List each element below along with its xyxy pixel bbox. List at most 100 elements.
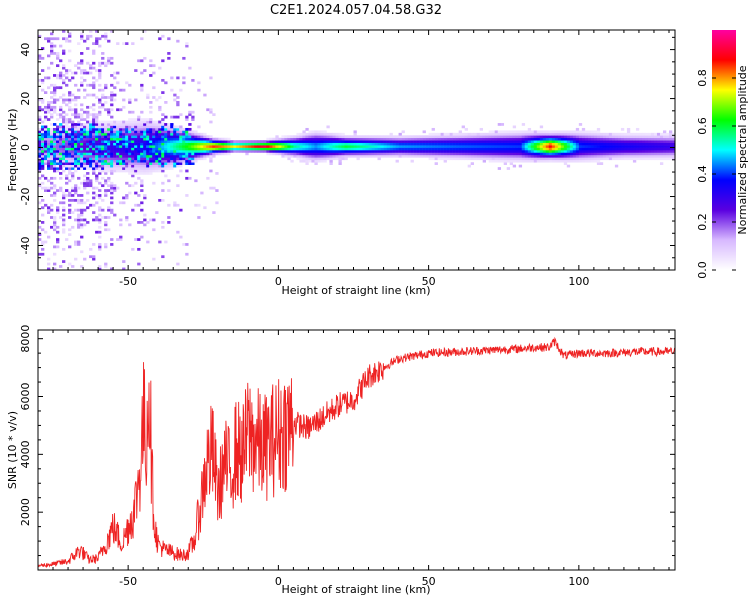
heatmap-cell (503, 147, 508, 151)
heatmap-cell (77, 137, 81, 141)
heatmap-cell (68, 152, 72, 156)
heatmap-cell (443, 152, 447, 156)
heatmap-cell (176, 125, 180, 129)
heatmap-cell (356, 154, 360, 158)
heatmap-cell (128, 191, 132, 195)
heatmap-cell (56, 76, 60, 80)
heatmap-cell (647, 135, 652, 139)
heatmap-cell (95, 115, 99, 119)
heatmap-cell (323, 142, 327, 146)
heatmap-cell (146, 123, 150, 126)
heatmap-cell (137, 176, 141, 180)
heatmap-cell (557, 152, 562, 156)
heatmap-cell (296, 140, 300, 143)
heatmap-cell (449, 147, 453, 151)
heatmap-cell (509, 154, 514, 158)
heatmap-cell (164, 152, 168, 156)
heatmap-cell (140, 86, 144, 90)
heatmap-cell (191, 130, 195, 134)
heatmap-cell (62, 98, 66, 102)
colorbar-tick-label: 0.0 (696, 261, 709, 279)
heatmap-cell (143, 130, 147, 134)
heatmap-cell (488, 154, 493, 158)
heatmap-cell (476, 145, 480, 148)
heatmap-cell (590, 147, 595, 151)
heatmap-cell (122, 260, 126, 263)
heatmap-cell (632, 135, 637, 139)
heatmap-cell (227, 150, 231, 153)
heatmap-cell (377, 145, 381, 148)
heatmap-cell (266, 147, 270, 151)
heatmap-cell (500, 130, 505, 134)
heatmap-cell (287, 150, 291, 153)
heatmap-cell (323, 145, 327, 148)
heatmap-cell (296, 147, 300, 151)
heatmap-cell (92, 172, 96, 175)
heatmap-cell (149, 137, 153, 141)
heatmap-cell (479, 150, 483, 153)
heatmap-cell (80, 137, 84, 141)
heatmap-cell (473, 132, 477, 136)
heatmap-cell (185, 150, 189, 153)
heatmap-cell (107, 152, 111, 156)
heatmap-cell (155, 145, 159, 148)
heatmap-cell (83, 152, 87, 156)
heatmap-cell (95, 150, 99, 153)
heatmap-cell (80, 147, 84, 151)
heatmap-cell (110, 162, 114, 165)
heatmap-cell (158, 127, 162, 131)
heatmap-cell (563, 135, 568, 139)
heatmap-cell (443, 145, 447, 148)
heatmap-cell (542, 154, 547, 158)
heatmap-cell (98, 208, 102, 212)
heatmap-cell (164, 150, 168, 153)
heatmap-cell (80, 132, 84, 136)
heatmap-cell (56, 98, 60, 102)
heatmap-cell (314, 162, 318, 165)
heatmap-cell (56, 240, 60, 244)
heatmap-cell (167, 142, 171, 146)
heatmap-cell (80, 127, 84, 131)
heatmap-cell (542, 132, 547, 136)
heatmap-cell (89, 154, 93, 158)
heatmap-cell (437, 152, 441, 156)
heatmap-cell (158, 132, 162, 136)
heatmap-cell (92, 115, 96, 119)
heatmap-cell (455, 154, 459, 158)
heatmap-cell (53, 142, 57, 146)
heatmap-cell (194, 152, 198, 156)
heatmap-cell (59, 150, 63, 153)
heatmap-cell (575, 135, 580, 139)
heatmap-cell (125, 218, 129, 222)
heatmap-cell (170, 123, 174, 126)
heatmap-cell (56, 74, 60, 77)
heatmap-cell (356, 145, 360, 148)
heatmap-cell (485, 135, 489, 139)
heatmap-cell (71, 132, 75, 136)
heatmap-cell (143, 30, 147, 33)
heatmap-cell (596, 132, 601, 136)
heatmap-cell (581, 157, 586, 161)
heatmap-cell (107, 125, 111, 129)
heatmap-cell (218, 137, 222, 141)
heatmap-cell (473, 147, 477, 151)
heatmap-cell (80, 235, 84, 239)
heatmap-cell (179, 127, 183, 131)
heatmap-cell (386, 142, 390, 146)
snr-xtick-label: 0 (275, 575, 282, 588)
heatmap-cell (68, 208, 72, 212)
heatmap-cell (608, 150, 613, 153)
heatmap-cell (74, 159, 78, 163)
heatmap-cell (80, 125, 84, 129)
heatmap-cell (65, 83, 69, 87)
heatmap-cell (581, 150, 586, 153)
heatmap-cell (659, 147, 664, 151)
heatmap-cell (110, 91, 114, 94)
heatmap-cell (200, 150, 204, 153)
heatmap-cell (50, 49, 54, 53)
heatmap-cell (182, 152, 186, 156)
heatmap-cell (134, 154, 138, 158)
heatmap-cell (293, 150, 297, 153)
heatmap-cell (104, 228, 108, 232)
heatmap-cell (581, 145, 586, 148)
